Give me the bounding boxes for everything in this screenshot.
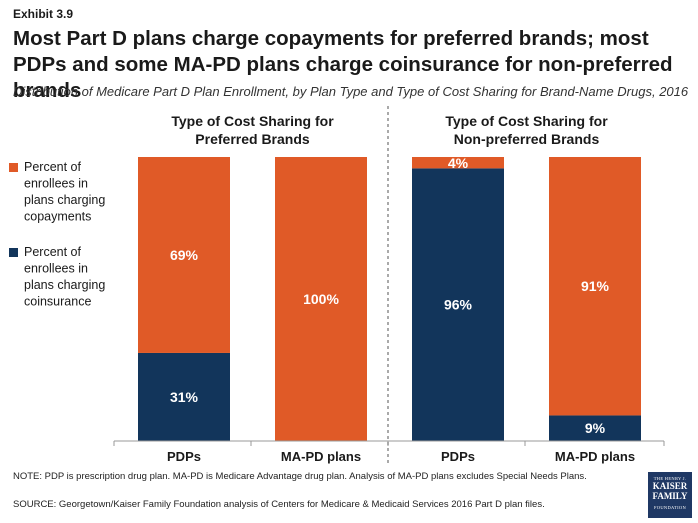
bar-copayments: [138, 157, 230, 353]
exhibit-label: Exhibit 3.9: [13, 7, 74, 21]
legend-label: enrollees in: [24, 177, 88, 191]
x-tick-label: MA-PD plans: [281, 449, 361, 464]
bar-coinsurance: [549, 415, 641, 441]
data-label-copayments: 69%: [170, 247, 199, 263]
legend-label: plans charging: [24, 278, 105, 292]
legend-label: copayments: [24, 210, 91, 224]
data-label-copayments: 91%: [581, 278, 610, 294]
bar-coinsurance: [138, 352, 230, 441]
group-title: Type of Cost Sharing for: [171, 113, 334, 129]
legend-label: coinsurance: [24, 295, 91, 309]
footnote-note: NOTE: PDP is prescription drug plan. MA-…: [13, 471, 587, 482]
data-label-copayments: 4%: [448, 155, 469, 171]
chart-subtitle: Distribution of Medicare Part D Plan Enr…: [13, 84, 689, 99]
legend-label: plans charging: [24, 193, 105, 207]
legend-swatch-copayments: [9, 163, 18, 172]
bar-copayments: [275, 157, 367, 441]
data-label-coinsurance: 9%: [585, 420, 606, 436]
footnote-source: SOURCE: Georgetown/Kaiser Family Foundat…: [13, 499, 545, 510]
data-label-coinsurance: 31%: [170, 389, 199, 405]
legend-swatch-coinsurance: [9, 248, 18, 257]
x-tick-label: MA-PD plans: [555, 449, 635, 464]
x-tick-label: PDPs: [167, 449, 201, 464]
x-tick-label: PDPs: [441, 449, 475, 464]
kff-logo: THE HENRY J. KAISER FAMILY FOUNDATION: [648, 472, 692, 518]
bar-copayments: [412, 157, 504, 169]
legend-label: Percent of: [24, 160, 82, 174]
data-label-copayments: 100%: [303, 291, 339, 307]
group-title: Preferred Brands: [195, 131, 310, 147]
chart-title: Most Part D plans charge copayments for …: [13, 27, 673, 102]
group-title: Type of Cost Sharing for: [445, 113, 608, 129]
group-title: Non-preferred Brands: [454, 131, 600, 147]
bar-coinsurance: [412, 168, 504, 442]
legend-label: Percent of: [24, 245, 82, 259]
data-label-coinsurance: 96%: [444, 297, 473, 313]
bar-copayments: [549, 157, 641, 416]
legend-label: enrollees in: [24, 262, 88, 276]
